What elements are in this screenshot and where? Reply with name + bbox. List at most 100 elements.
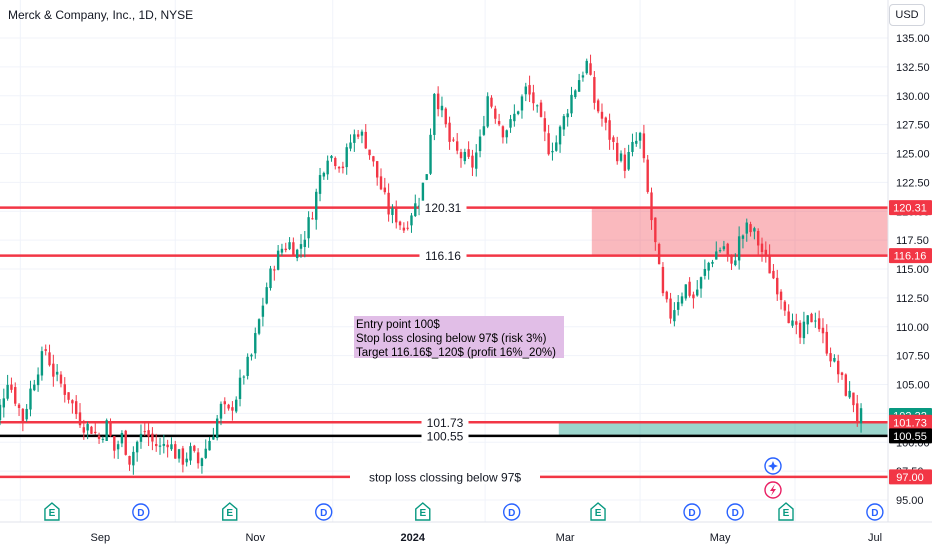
dividend-icon-shape (726, 503, 744, 521)
dividend-icon-shape (866, 503, 884, 521)
dividend-icon[interactable]: D (132, 503, 150, 521)
earnings-icon-shape (44, 502, 60, 521)
candle-body (703, 268, 707, 276)
candle-body (67, 392, 70, 400)
line-label-bg (419, 200, 467, 215)
time-tick-label: Sep (91, 532, 111, 544)
candle-body (814, 320, 817, 322)
earnings-icon[interactable]: E (415, 502, 431, 521)
earnings-icon[interactable]: E (778, 502, 794, 521)
candle-body (303, 239, 306, 247)
candle-body (734, 260, 737, 266)
earnings-icon[interactable]: E (222, 502, 238, 521)
candle-body (562, 116, 566, 130)
candle-body (406, 227, 409, 229)
trade-note[interactable]: Entry point 100$ Stop loss closing below… (354, 316, 564, 359)
flash-icon[interactable] (764, 481, 782, 499)
candle-body (109, 422, 112, 436)
candle-body (273, 269, 276, 271)
candle-body (402, 227, 406, 231)
earnings-icon[interactable]: E (590, 502, 606, 521)
candle-body (665, 291, 668, 300)
candle-body (44, 349, 47, 351)
time-axis[interactable]: SepNov2024MarMayJulSepNov2025 (0, 521, 932, 544)
price-tag-bg (889, 414, 932, 430)
candle-body (787, 311, 790, 324)
candle-body (604, 117, 607, 123)
candle-body (463, 151, 467, 162)
upcoming-event-icon[interactable] (764, 457, 782, 475)
candle-body (193, 445, 196, 451)
candle-body (174, 444, 177, 459)
candle-body (650, 192, 653, 221)
candle-body (833, 357, 836, 362)
candle-body (124, 430, 127, 455)
candle-body (135, 441, 139, 453)
time-tick-label: Nov (245, 532, 265, 544)
dividend-icon[interactable]: D (315, 503, 333, 521)
candle-body (707, 262, 710, 271)
candle-body (421, 182, 425, 209)
dividend-icon[interactable]: D (683, 503, 701, 521)
candle-body (616, 142, 619, 162)
price-tick-label: 117.50 (896, 235, 929, 247)
event-letter: E (419, 508, 426, 519)
line-label: 120.31 (425, 201, 462, 215)
candle-body (475, 152, 478, 169)
price-tick-label: 105.00 (896, 380, 930, 392)
dividend-icon[interactable]: D (866, 503, 884, 521)
candle-body (242, 376, 246, 378)
price-tag-label: 101.73 (893, 417, 927, 429)
note-line-entry: Entry point 100$ (356, 319, 440, 331)
dividend-icon[interactable]: D (502, 503, 521, 521)
candle-body (456, 141, 459, 151)
candle-body (75, 401, 78, 415)
candle-body (2, 398, 6, 408)
candle-body (63, 384, 66, 395)
candle-body (284, 248, 287, 251)
dividend-icon[interactable]: D (726, 503, 744, 521)
candle-body (40, 351, 44, 376)
dividend-icon-shape (315, 503, 333, 521)
candle-body (802, 321, 806, 339)
candle-body (292, 242, 295, 256)
candle-body (288, 242, 291, 250)
candle-body (699, 277, 703, 289)
candle-body (337, 167, 341, 169)
candle-body (810, 313, 813, 323)
candle-body (330, 155, 333, 159)
candle-body (764, 249, 768, 255)
candle-body (791, 320, 794, 326)
candle-body (410, 215, 413, 226)
candle-body (398, 221, 402, 226)
candle-body (467, 149, 470, 157)
candle-body (48, 352, 51, 366)
price-tag-label: 97.00 (896, 472, 924, 484)
price-tick-label: 135.00 (896, 33, 930, 45)
candle-body (90, 426, 93, 434)
candle-body (577, 80, 581, 92)
candle-body (151, 433, 154, 442)
earnings-icon-shape (222, 502, 238, 521)
event-letter: D (871, 508, 878, 519)
candle-body (547, 133, 550, 155)
price-tag-label: 100.55 (893, 431, 927, 443)
candle-body (436, 93, 440, 110)
candle-body (139, 433, 143, 442)
candle-body (10, 384, 13, 390)
events[interactable]: EDEDEDEDDEDE (44, 457, 932, 521)
candle-body (596, 100, 600, 112)
line-label: 116.16 (425, 249, 461, 263)
candle-body (238, 377, 242, 399)
candle-body (311, 218, 314, 220)
currency-button[interactable]: USD (889, 4, 925, 26)
candle-body (155, 443, 158, 447)
price-tag-bg (889, 469, 932, 485)
earnings-icon[interactable]: E (44, 502, 60, 521)
candle-body (132, 451, 135, 466)
candle-body (669, 298, 672, 319)
candle-body (341, 166, 345, 169)
